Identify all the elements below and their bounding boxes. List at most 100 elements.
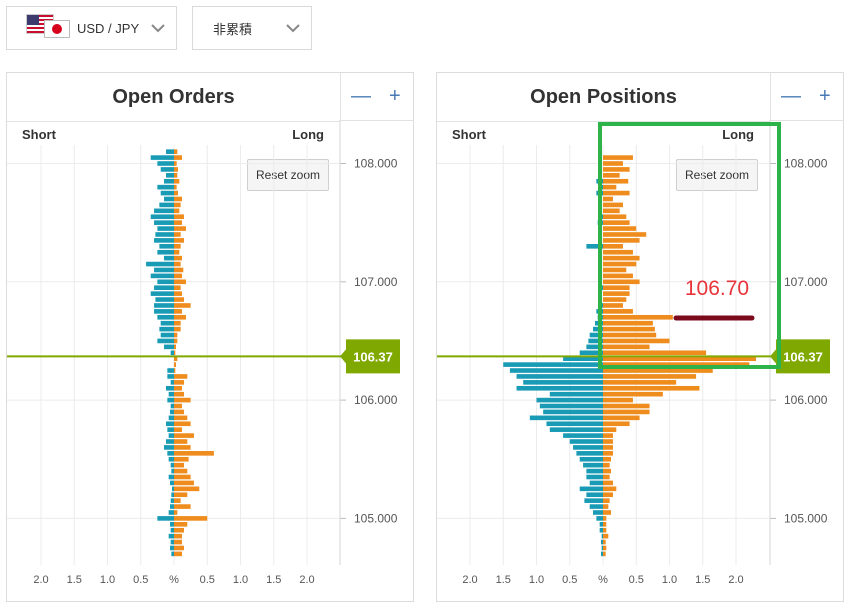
- short-bar[interactable]: [160, 190, 174, 196]
- long-bar[interactable]: [603, 545, 607, 551]
- short-bar[interactable]: [164, 344, 174, 350]
- long-bar[interactable]: [603, 161, 623, 166]
- short-bar[interactable]: [166, 385, 174, 391]
- long-bar[interactable]: [174, 409, 184, 415]
- short-bar[interactable]: [167, 427, 174, 432]
- long-bar[interactable]: [603, 297, 627, 302]
- short-bar[interactable]: [166, 149, 174, 154]
- long-bar[interactable]: [174, 445, 191, 450]
- long-bar[interactable]: [603, 356, 756, 362]
- short-bar[interactable]: [563, 356, 603, 362]
- long-bar[interactable]: [174, 397, 191, 403]
- short-bar[interactable]: [588, 338, 603, 344]
- short-bar[interactable]: [583, 462, 603, 468]
- short-bar[interactable]: [155, 297, 174, 302]
- short-bar[interactable]: [586, 468, 603, 474]
- short-bar[interactable]: [586, 244, 603, 249]
- long-bar[interactable]: [603, 498, 610, 503]
- long-bar[interactable]: [603, 504, 609, 509]
- short-bar[interactable]: [539, 403, 603, 409]
- long-bar[interactable]: [174, 403, 182, 409]
- zoom-in-button[interactable]: +: [819, 85, 831, 107]
- long-bar[interactable]: [603, 249, 633, 255]
- short-bar[interactable]: [157, 161, 174, 166]
- short-bar[interactable]: [573, 445, 603, 450]
- long-bar[interactable]: [174, 462, 184, 468]
- long-bar[interactable]: [174, 202, 181, 208]
- short-bar[interactable]: [168, 510, 174, 515]
- short-bar[interactable]: [157, 314, 174, 320]
- short-bar[interactable]: [154, 303, 174, 308]
- short-bar[interactable]: [601, 533, 603, 539]
- mode-select[interactable]: 非累積: [192, 6, 312, 50]
- long-bar[interactable]: [603, 208, 620, 214]
- short-bar[interactable]: [589, 332, 603, 338]
- long-bar[interactable]: [174, 273, 182, 279]
- short-bar[interactable]: [170, 462, 174, 468]
- short-bar[interactable]: [546, 421, 603, 427]
- short-bar[interactable]: [170, 527, 174, 533]
- long-bar[interactable]: [603, 173, 620, 178]
- long-bar[interactable]: [603, 291, 630, 296]
- short-bar[interactable]: [150, 214, 174, 220]
- short-bar[interactable]: [172, 486, 174, 492]
- short-bar[interactable]: [154, 267, 174, 273]
- short-bar[interactable]: [164, 255, 174, 261]
- long-bar[interactable]: [603, 451, 613, 456]
- long-bar[interactable]: [603, 427, 617, 432]
- long-bar[interactable]: [174, 380, 184, 385]
- long-bar[interactable]: [174, 492, 188, 498]
- long-bar[interactable]: [603, 255, 640, 261]
- short-bar[interactable]: [154, 238, 174, 243]
- long-bar[interactable]: [174, 374, 188, 379]
- short-bar[interactable]: [549, 427, 603, 432]
- short-bar[interactable]: [159, 244, 174, 249]
- long-bar[interactable]: [603, 380, 677, 385]
- short-bar[interactable]: [543, 409, 603, 415]
- short-bar[interactable]: [168, 433, 174, 438]
- short-bar[interactable]: [157, 516, 174, 521]
- long-bar[interactable]: [174, 291, 182, 296]
- long-bar[interactable]: [603, 468, 611, 474]
- long-bar[interactable]: [603, 516, 607, 521]
- long-bar[interactable]: [603, 279, 640, 285]
- long-bar[interactable]: [603, 320, 653, 326]
- long-bar[interactable]: [603, 421, 630, 427]
- short-bar[interactable]: [563, 433, 603, 438]
- long-bar[interactable]: [603, 344, 650, 350]
- long-bar[interactable]: [174, 468, 188, 474]
- short-bar[interactable]: [159, 326, 174, 332]
- short-bar[interactable]: [157, 226, 174, 231]
- short-bar[interactable]: [171, 492, 174, 498]
- long-bar[interactable]: [174, 391, 184, 397]
- long-bar[interactable]: [603, 285, 630, 291]
- long-bar[interactable]: [174, 433, 194, 438]
- short-bar[interactable]: [586, 474, 603, 480]
- long-bar[interactable]: [603, 178, 629, 184]
- short-bar[interactable]: [168, 415, 174, 421]
- long-bar[interactable]: [603, 439, 613, 444]
- short-bar[interactable]: [167, 368, 174, 373]
- short-bar[interactable]: [160, 332, 174, 338]
- long-bar[interactable]: [174, 350, 176, 356]
- short-bar[interactable]: [168, 474, 174, 480]
- short-bar[interactable]: [154, 220, 174, 225]
- short-bar[interactable]: [599, 522, 603, 527]
- short-bar[interactable]: [170, 350, 174, 356]
- long-bar[interactable]: [174, 427, 182, 432]
- long-bar[interactable]: [174, 522, 188, 527]
- long-bar[interactable]: [603, 474, 610, 480]
- short-bar[interactable]: [523, 380, 603, 385]
- long-bar[interactable]: [174, 510, 178, 515]
- long-bar[interactable]: [603, 522, 607, 527]
- long-bar[interactable]: [603, 539, 606, 545]
- long-bar[interactable]: [603, 433, 613, 438]
- long-bar[interactable]: [603, 190, 630, 196]
- long-bar[interactable]: [174, 533, 182, 539]
- long-bar[interactable]: [174, 155, 182, 160]
- long-bar[interactable]: [603, 326, 655, 332]
- long-bar[interactable]: [603, 533, 609, 539]
- zoom-out-button[interactable]: —: [351, 85, 371, 107]
- long-bar[interactable]: [174, 385, 182, 391]
- long-bar[interactable]: [603, 385, 700, 391]
